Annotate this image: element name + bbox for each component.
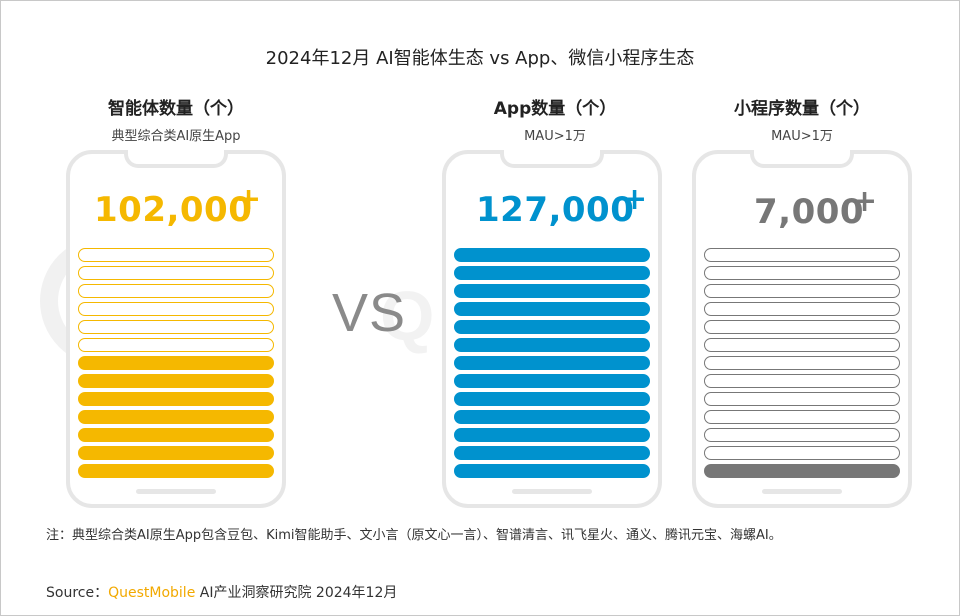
panel-miniprograms-bar-10-empty	[704, 410, 900, 424]
panel-apps-value: 127,000	[476, 190, 635, 230]
source-rest: AI产业洞察研究院 2024年12月	[195, 585, 398, 601]
panel-miniprograms-bar-1-empty	[704, 248, 900, 262]
panel-agents-bar-13-filled	[78, 464, 274, 478]
panel-apps-bar-4-filled	[454, 302, 650, 316]
phone-home-bar	[136, 489, 216, 494]
panel-miniprograms-bar-12-empty	[704, 446, 900, 460]
panel-apps-subtitle: MAU>1万	[524, 129, 586, 144]
panel-apps-bar-13-filled	[454, 464, 650, 478]
panel-miniprograms-bar-7-empty	[704, 356, 900, 370]
panel-agents-bar-1-empty	[78, 248, 274, 262]
panel-agents-bar-12-filled	[78, 446, 274, 460]
panel-agents-value: 102,000	[94, 190, 253, 230]
phone-notch	[750, 150, 854, 168]
panel-apps-plus: +	[622, 182, 648, 217]
panel-apps-bar-9-filled	[454, 392, 650, 406]
panel-miniprograms-bar-6-empty	[704, 338, 900, 352]
panel-apps-title: App数量（个）	[493, 99, 617, 119]
panel-agents-header: 智能体数量（个） 典型综合类AI原生App	[76, 94, 276, 144]
panel-agents-bar-5-empty	[78, 320, 274, 334]
panel-agents-title: 智能体数量（个）	[108, 99, 244, 119]
phone-notch	[124, 150, 228, 168]
phone-notch	[500, 150, 604, 168]
panel-miniprograms-bar-11-empty	[704, 428, 900, 442]
panel-agents-bar-11-filled	[78, 428, 274, 442]
panel-apps-bar-12-filled	[454, 446, 650, 460]
source-label: Source：	[46, 585, 109, 601]
panel-apps-bar-8-filled	[454, 374, 650, 388]
panel-agents-bar-8-filled	[78, 374, 274, 388]
panel-agents-phone: 102,000 +	[66, 150, 286, 508]
panel-miniprograms-plus: +	[852, 184, 878, 219]
panel-apps-bar-7-filled	[454, 356, 650, 370]
panel-apps-bar-3-filled	[454, 284, 650, 298]
panel-apps-bar-11-filled	[454, 428, 650, 442]
panel-apps-bar-5-filled	[454, 320, 650, 334]
phone-home-bar	[512, 489, 592, 494]
panel-miniprograms-value: 7,000	[754, 192, 865, 232]
panel-apps-phone: 127,000 +	[442, 150, 662, 508]
panel-miniprograms-phone: 7,000 +	[692, 150, 912, 508]
panel-agents-bar-3-empty	[78, 284, 274, 298]
panel-apps-bar-6-filled	[454, 338, 650, 352]
panel-miniprograms-bar-2-empty	[704, 266, 900, 280]
panel-miniprograms-bar-3-empty	[704, 284, 900, 298]
panel-agents-bar-10-filled	[78, 410, 274, 424]
panel-miniprograms-bar-5-empty	[704, 320, 900, 334]
panel-miniprograms-title: 小程序数量（个）	[734, 99, 870, 119]
source-line: Source：QuestMobile AI产业洞察研究院 2024年12月	[46, 582, 397, 602]
panel-miniprograms-header: 小程序数量（个） MAU>1万	[702, 94, 902, 144]
panel-miniprograms-bar-4-empty	[704, 302, 900, 316]
panel-agents-bar-9-filled	[78, 392, 274, 406]
source-brand: QuestMobile	[108, 585, 196, 601]
panel-agents-bar-2-empty	[78, 266, 274, 280]
panel-agents-plus: +	[236, 182, 262, 217]
panel-miniprograms-subtitle: MAU>1万	[771, 129, 833, 144]
panel-apps-bar-2-filled	[454, 266, 650, 280]
chart-title: 2024年12月 AI智能体生态 vs App、微信小程序生态	[265, 48, 695, 69]
panel-agents-bar-6-empty	[78, 338, 274, 352]
panel-apps-bar-10-filled	[454, 410, 650, 424]
panel-agents-subtitle: 典型综合类AI原生App	[111, 129, 241, 144]
panel-miniprograms-bar-9-empty	[704, 392, 900, 406]
vs-label: VS	[332, 283, 407, 343]
phone-home-bar	[762, 489, 842, 494]
panel-apps-bar-1-filled	[454, 248, 650, 262]
panel-agents-bar-7-filled	[78, 356, 274, 370]
panel-miniprograms-bar-13-filled	[704, 464, 900, 478]
panel-agents-bar-4-empty	[78, 302, 274, 316]
panel-miniprograms-bar-8-empty	[704, 374, 900, 388]
panel-apps-header: App数量（个） MAU>1万	[455, 94, 655, 144]
footnote: 注：典型综合类AI原生App包含豆包、Kimi智能助手、文小言（原文心一言）、智…	[46, 528, 782, 543]
